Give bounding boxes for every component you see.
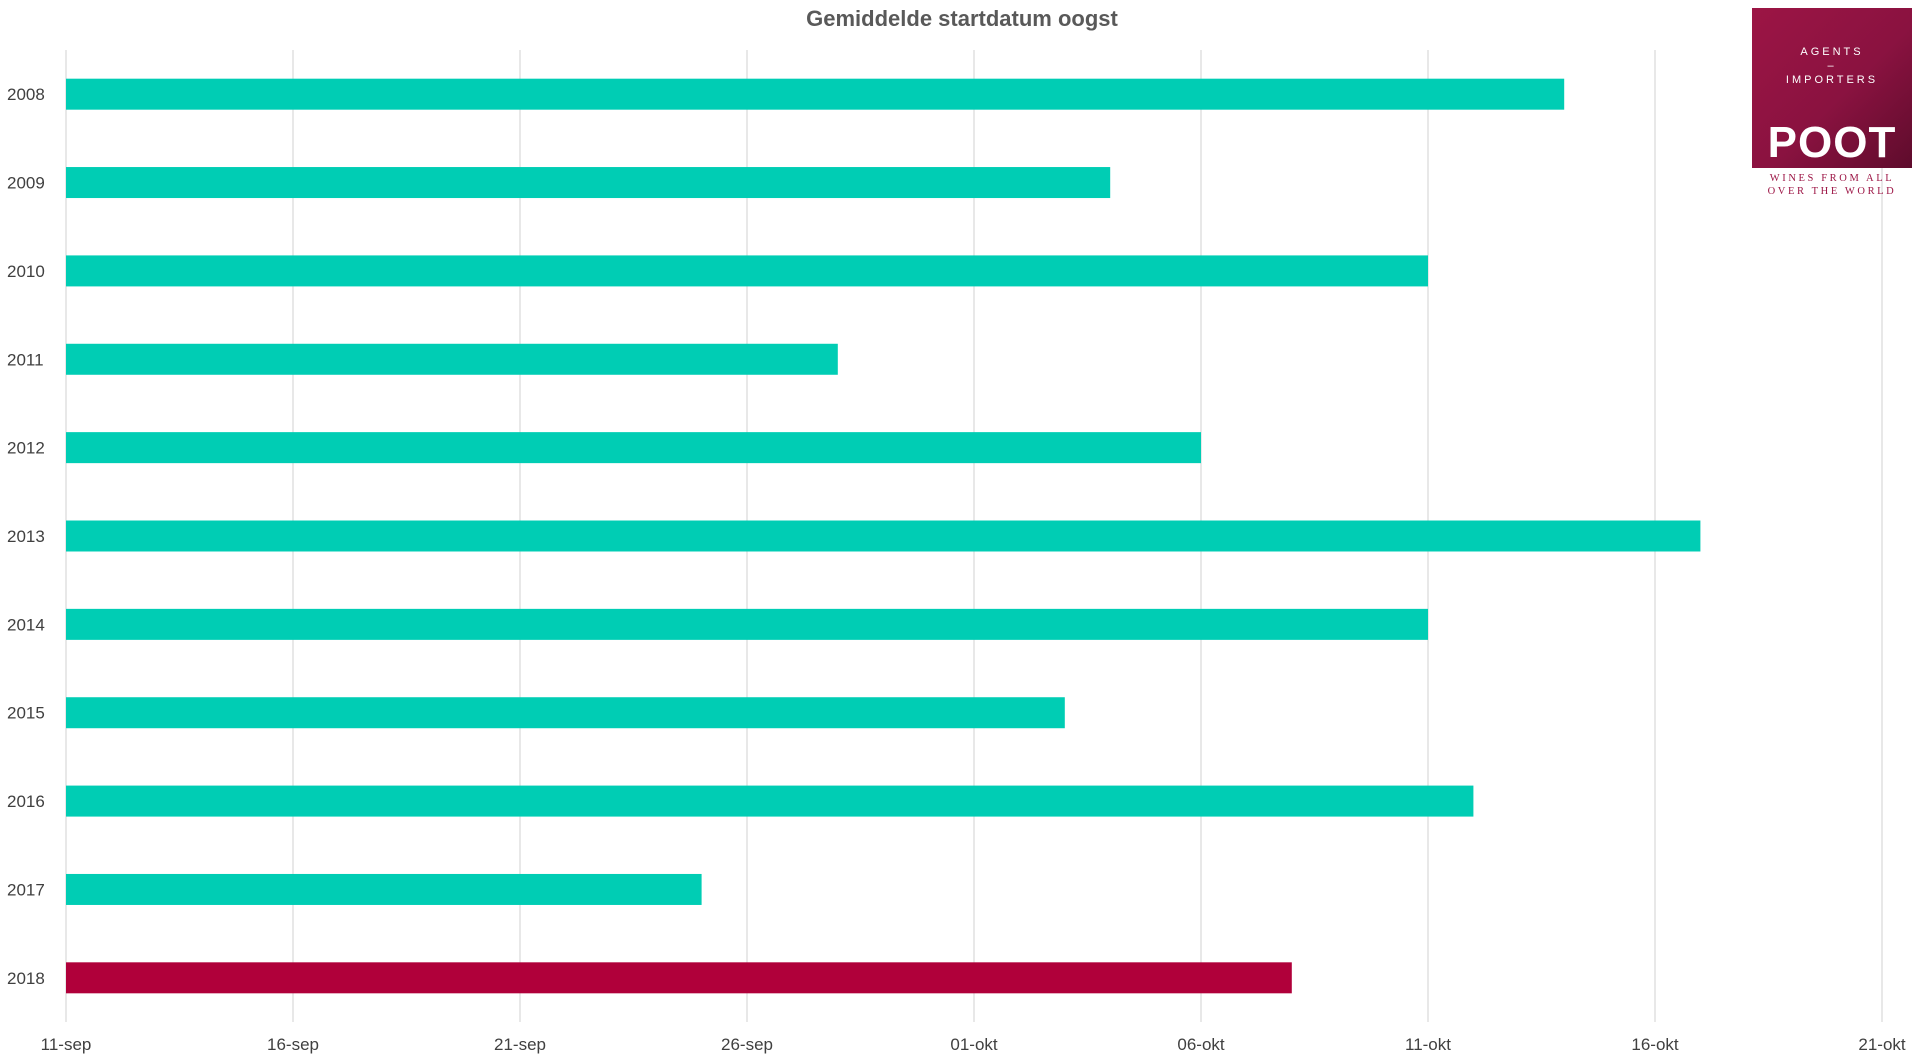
bar-2016	[66, 785, 1474, 817]
category-label: 2015	[7, 704, 45, 723]
chart-title: Gemiddelde startdatum oogst	[806, 6, 1118, 31]
x-tick-label: 11-sep	[41, 1035, 92, 1054]
x-tick-label: 01-okt	[950, 1035, 998, 1054]
x-axis-ticks: 11-sep 16-sep 21-sep 26-sep 01-okt 06-okt 11-o…	[41, 1035, 1906, 1054]
bar-2015	[66, 697, 1065, 729]
category-label: 2016	[7, 792, 45, 811]
category-label: 2010	[7, 262, 45, 281]
x-tick-label: 21-sep	[494, 1035, 546, 1054]
category-label: 2018	[7, 969, 45, 988]
x-tick-label: 26-sep	[721, 1035, 773, 1054]
bar-2011	[66, 343, 838, 375]
bar-2014	[66, 608, 1428, 640]
category-label: 2012	[7, 439, 45, 458]
category-label: 2013	[7, 527, 45, 546]
x-tick-label: 16-okt	[1631, 1035, 1679, 1054]
bar-2013	[66, 520, 1701, 552]
x-tick-label: 21-okt	[1858, 1035, 1906, 1054]
category-label: 2009	[7, 174, 45, 193]
logo-brand: POOT	[1767, 118, 1897, 167]
category-label: 2014	[7, 615, 45, 634]
logo-line-dash: –	[1827, 60, 1837, 72]
x-tick-label: 06-okt	[1177, 1035, 1225, 1054]
bar-2009	[66, 167, 1111, 199]
x-tick-label: 16-sep	[267, 1035, 319, 1054]
bar-2012	[66, 432, 1201, 464]
bar-2017	[66, 873, 702, 905]
category-label: 2017	[7, 880, 45, 899]
bars	[66, 78, 1701, 994]
category-label: 2011	[7, 350, 44, 369]
bar-2008	[66, 78, 1565, 110]
logo-tagline-1: WINES FROM ALL	[1769, 173, 1895, 184]
bar-2018	[66, 962, 1292, 994]
logo-line-importers: IMPORTERS	[1785, 74, 1879, 86]
x-tick-label: 11-okt	[1405, 1035, 1451, 1054]
bar-2010	[66, 255, 1428, 287]
poot-logo: AGENTS – IMPORTERS POOT	[1752, 8, 1912, 168]
logo-line-agents: AGENTS	[1800, 46, 1864, 58]
logo-tagline: WINES FROM ALL OVER THE WORLD	[1752, 172, 1912, 198]
category-label: 2008	[7, 85, 45, 104]
category-labels: 2008 2009 2010 2011 2012 2013 2014 2015 2016 2017…	[7, 85, 45, 988]
logo-tagline-2: OVER THE WORLD	[1767, 186, 1897, 197]
